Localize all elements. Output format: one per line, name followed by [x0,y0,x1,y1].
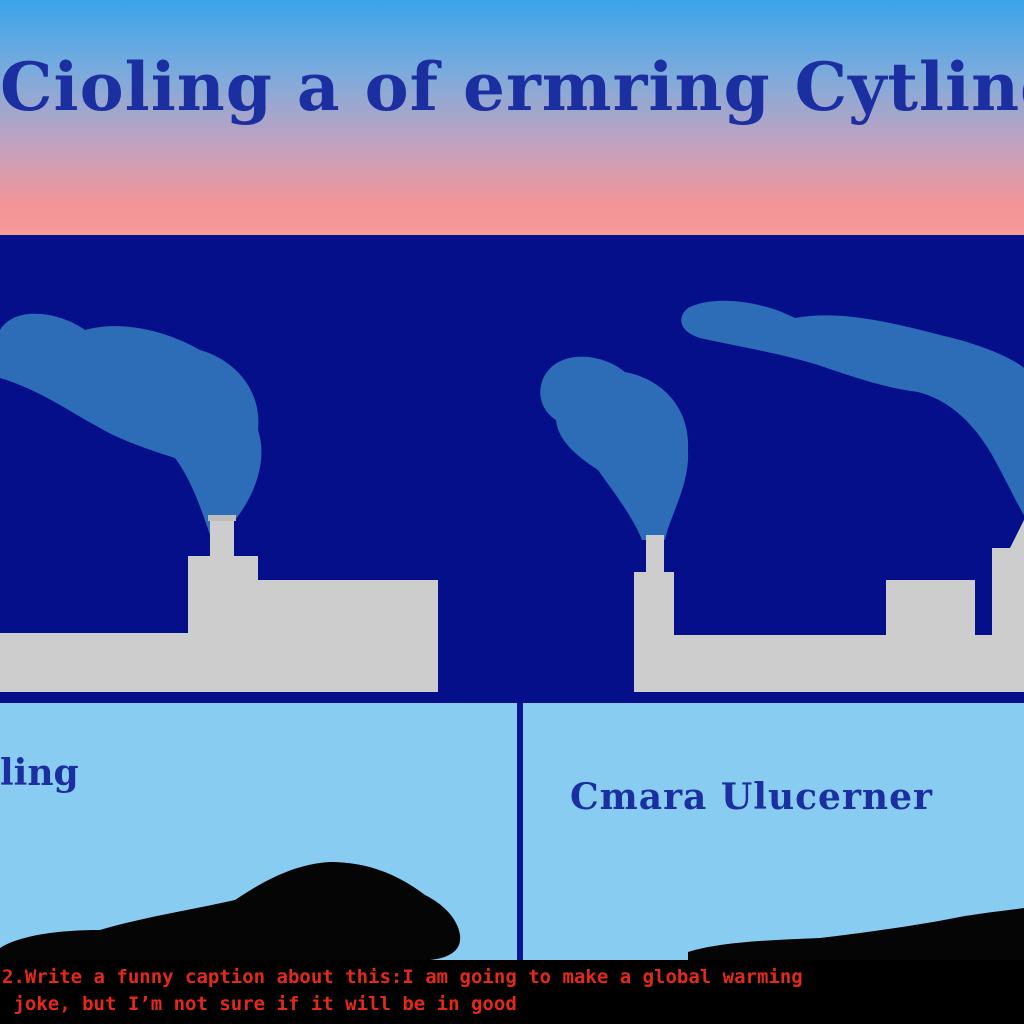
chimney-cap-left [208,515,236,521]
caption-panel-right [523,703,1024,960]
caption-line-2: joke, but I’m not sure if it will be in … [2,993,517,1015]
sky-gradient [0,0,1024,235]
page-title: Cioling a of ermring Cytling [0,48,1024,126]
factory-scene [0,300,1024,692]
smoke-plume-right [681,300,1024,515]
caption-line-1: 2.Write a funny caption about this:I am … [2,966,803,988]
caption-text: 2.Write a funny caption about this:I am … [0,962,1024,1024]
factory-left [0,556,438,692]
scene-background [0,235,1024,703]
smoke-plume-left [0,313,262,535]
panel-label-left: ling [0,752,79,794]
factory-right [634,520,1024,692]
smoke-plume-middle [540,356,689,540]
panel-label-right: Cmara Ulucerner [570,776,933,818]
ground-silhouettes [0,862,1024,960]
panel-divider [517,703,523,960]
dark-mound-right [688,908,1024,960]
dark-mound-left [0,862,461,960]
chimney-right [646,535,664,573]
